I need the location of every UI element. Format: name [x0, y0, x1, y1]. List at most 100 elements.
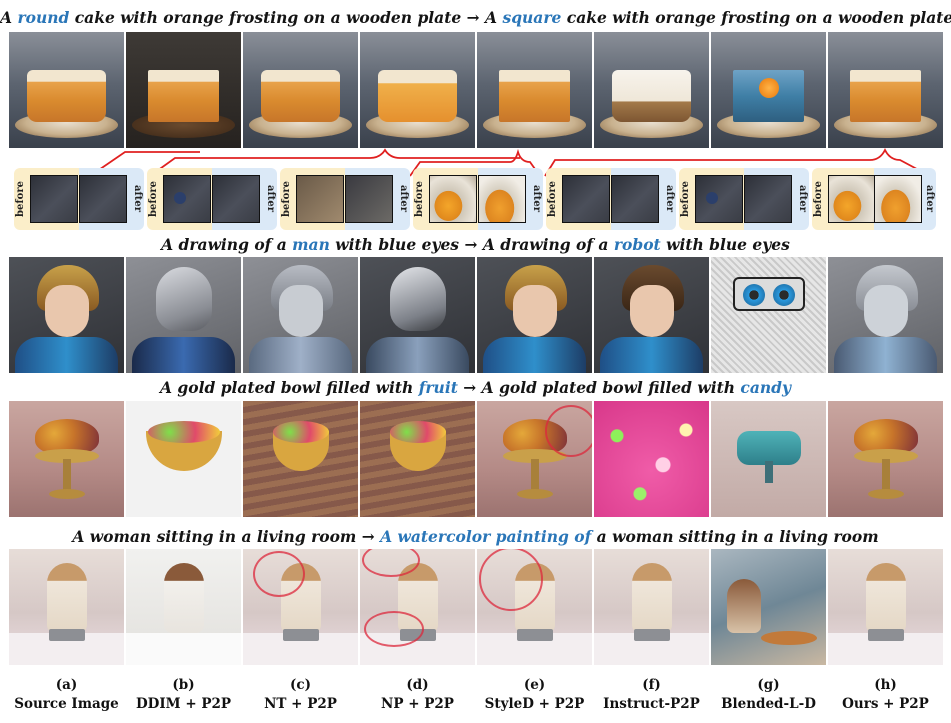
inset-pair: before after	[280, 168, 410, 230]
highlight-ring	[253, 551, 305, 597]
arrow-icon: →	[356, 527, 381, 546]
column-letter: (g)	[757, 677, 780, 693]
room-image-nt	[243, 549, 358, 665]
highlight-ring	[545, 405, 592, 457]
inset-label-before: before	[414, 181, 425, 217]
caption-highlight-source: man	[292, 235, 330, 254]
bowl-image-np	[360, 401, 475, 517]
cake-image-np	[360, 32, 475, 148]
column-method: Ours + P2P	[842, 696, 929, 712]
inset-label-after: after	[132, 185, 143, 213]
inset-pair: before after	[14, 168, 144, 230]
arrow-icon: →	[457, 378, 482, 397]
portrait-image-instruct	[594, 257, 709, 373]
inset-label-after: after	[398, 185, 409, 213]
column-label: (a) Source Image	[9, 676, 124, 714]
column-method: Blended-L-D	[721, 696, 816, 712]
room-image-instruct	[594, 549, 709, 665]
caption-highlight-target: square	[502, 8, 562, 27]
cake-image-blended	[711, 32, 826, 148]
callout-line	[409, 148, 541, 177]
caption-text: A drawing of a	[161, 235, 293, 254]
caption-text: with blue eyes	[329, 235, 460, 254]
inset-pair: before after	[812, 168, 936, 230]
inset-label-after: after	[265, 185, 276, 213]
highlight-ring	[362, 549, 420, 577]
inset-crop-before	[296, 175, 344, 223]
arrow-icon: →	[459, 235, 483, 254]
caption-text: a woman sitting in a living room	[591, 527, 879, 546]
column-letter: (c)	[290, 677, 311, 693]
callout-lines	[89, 148, 931, 177]
inset-crop-before	[429, 175, 477, 223]
inset-label-before: before	[680, 181, 691, 217]
caption-row-4: A woman sitting in a living room → A wat…	[0, 527, 951, 547]
inset-label-before: before	[15, 181, 26, 217]
caption-text: cake with orange frosting on a wooden pl…	[561, 8, 951, 27]
inset-crop-after	[212, 175, 260, 223]
room-image-blended	[711, 549, 826, 665]
column-letter: (f)	[642, 677, 661, 693]
column-method: DDIM + P2P	[135, 696, 232, 712]
caption-text: with blue eyes	[660, 235, 790, 254]
inset-crop-after	[744, 175, 792, 223]
highlight-ring	[364, 611, 424, 647]
callout-line	[149, 148, 520, 177]
cake-image-instruct	[594, 32, 709, 148]
caption-row-3: A gold plated bowl filled with fruit → A…	[0, 378, 951, 398]
portrait-image-styled	[477, 257, 592, 373]
inset-label-before: before	[281, 181, 292, 217]
caption-highlight-target: candy	[740, 378, 792, 397]
column-label: (g) Blended-L-D	[711, 676, 826, 714]
caption-highlight-target: A watercolor painting of	[380, 527, 592, 546]
column-method: NP + P2P	[381, 696, 454, 712]
bowl-image-ours	[828, 401, 943, 517]
column-label: (b) DDIM + P2P	[126, 676, 241, 714]
inset-pair: before after	[147, 168, 277, 230]
room-image-ours	[828, 549, 943, 665]
caption-text: A drawing of a	[482, 235, 614, 254]
inset-pair: before after	[413, 168, 543, 230]
caption-text: A gold plated bowl filled with	[481, 378, 741, 397]
bowl-image-blended	[711, 401, 826, 517]
inset-label-after: after	[664, 185, 675, 213]
cake-image-source	[9, 32, 124, 148]
cake-image-styled	[477, 32, 592, 148]
arrow-icon: →	[461, 8, 486, 27]
image-row-cake	[9, 32, 943, 148]
inset-crop-after	[79, 175, 127, 223]
caption-text: cake with orange frosting on a wooden pl…	[69, 8, 462, 27]
image-row-bowl	[9, 401, 943, 517]
inset-pair: before after	[679, 168, 809, 230]
inset-pair: before after	[546, 168, 676, 230]
image-row-room	[9, 549, 943, 665]
portrait-image-nt	[243, 257, 358, 373]
image-row-portrait	[9, 257, 943, 373]
inset-label-after: after	[924, 185, 935, 213]
callout-line	[544, 148, 931, 177]
room-image-ddim	[126, 549, 241, 665]
column-letter: (h)	[874, 677, 897, 693]
portrait-image-blended	[711, 257, 826, 373]
portrait-image-ddim	[126, 257, 241, 373]
inset-crop-before	[30, 175, 78, 223]
inset-crop-before	[562, 175, 610, 223]
caption-text: A	[485, 8, 503, 27]
column-labels: (a) Source Image (b) DDIM + P2P (c) NT + P2…	[9, 676, 942, 714]
cake-image-ours	[828, 32, 943, 148]
portrait-image-np	[360, 257, 475, 373]
inset-label-before: before	[547, 181, 558, 217]
inset-label-before: before	[148, 181, 159, 217]
cake-image-ddim	[126, 32, 241, 148]
inset-crop-before	[695, 175, 743, 223]
column-method: StyleD + P2P	[484, 696, 585, 712]
inset-crop-before	[828, 175, 876, 223]
inset-crop-before	[163, 175, 211, 223]
room-image-styled	[477, 549, 592, 665]
cake-image-nt	[243, 32, 358, 148]
column-label: (e) StyleD + P2P	[477, 676, 592, 714]
inset-crop-after	[611, 175, 659, 223]
inset-label-after: after	[797, 185, 808, 213]
column-label: (h) Ours + P2P	[828, 676, 943, 714]
caption-row-2: A drawing of a man with blue eyes → A dr…	[0, 235, 951, 255]
